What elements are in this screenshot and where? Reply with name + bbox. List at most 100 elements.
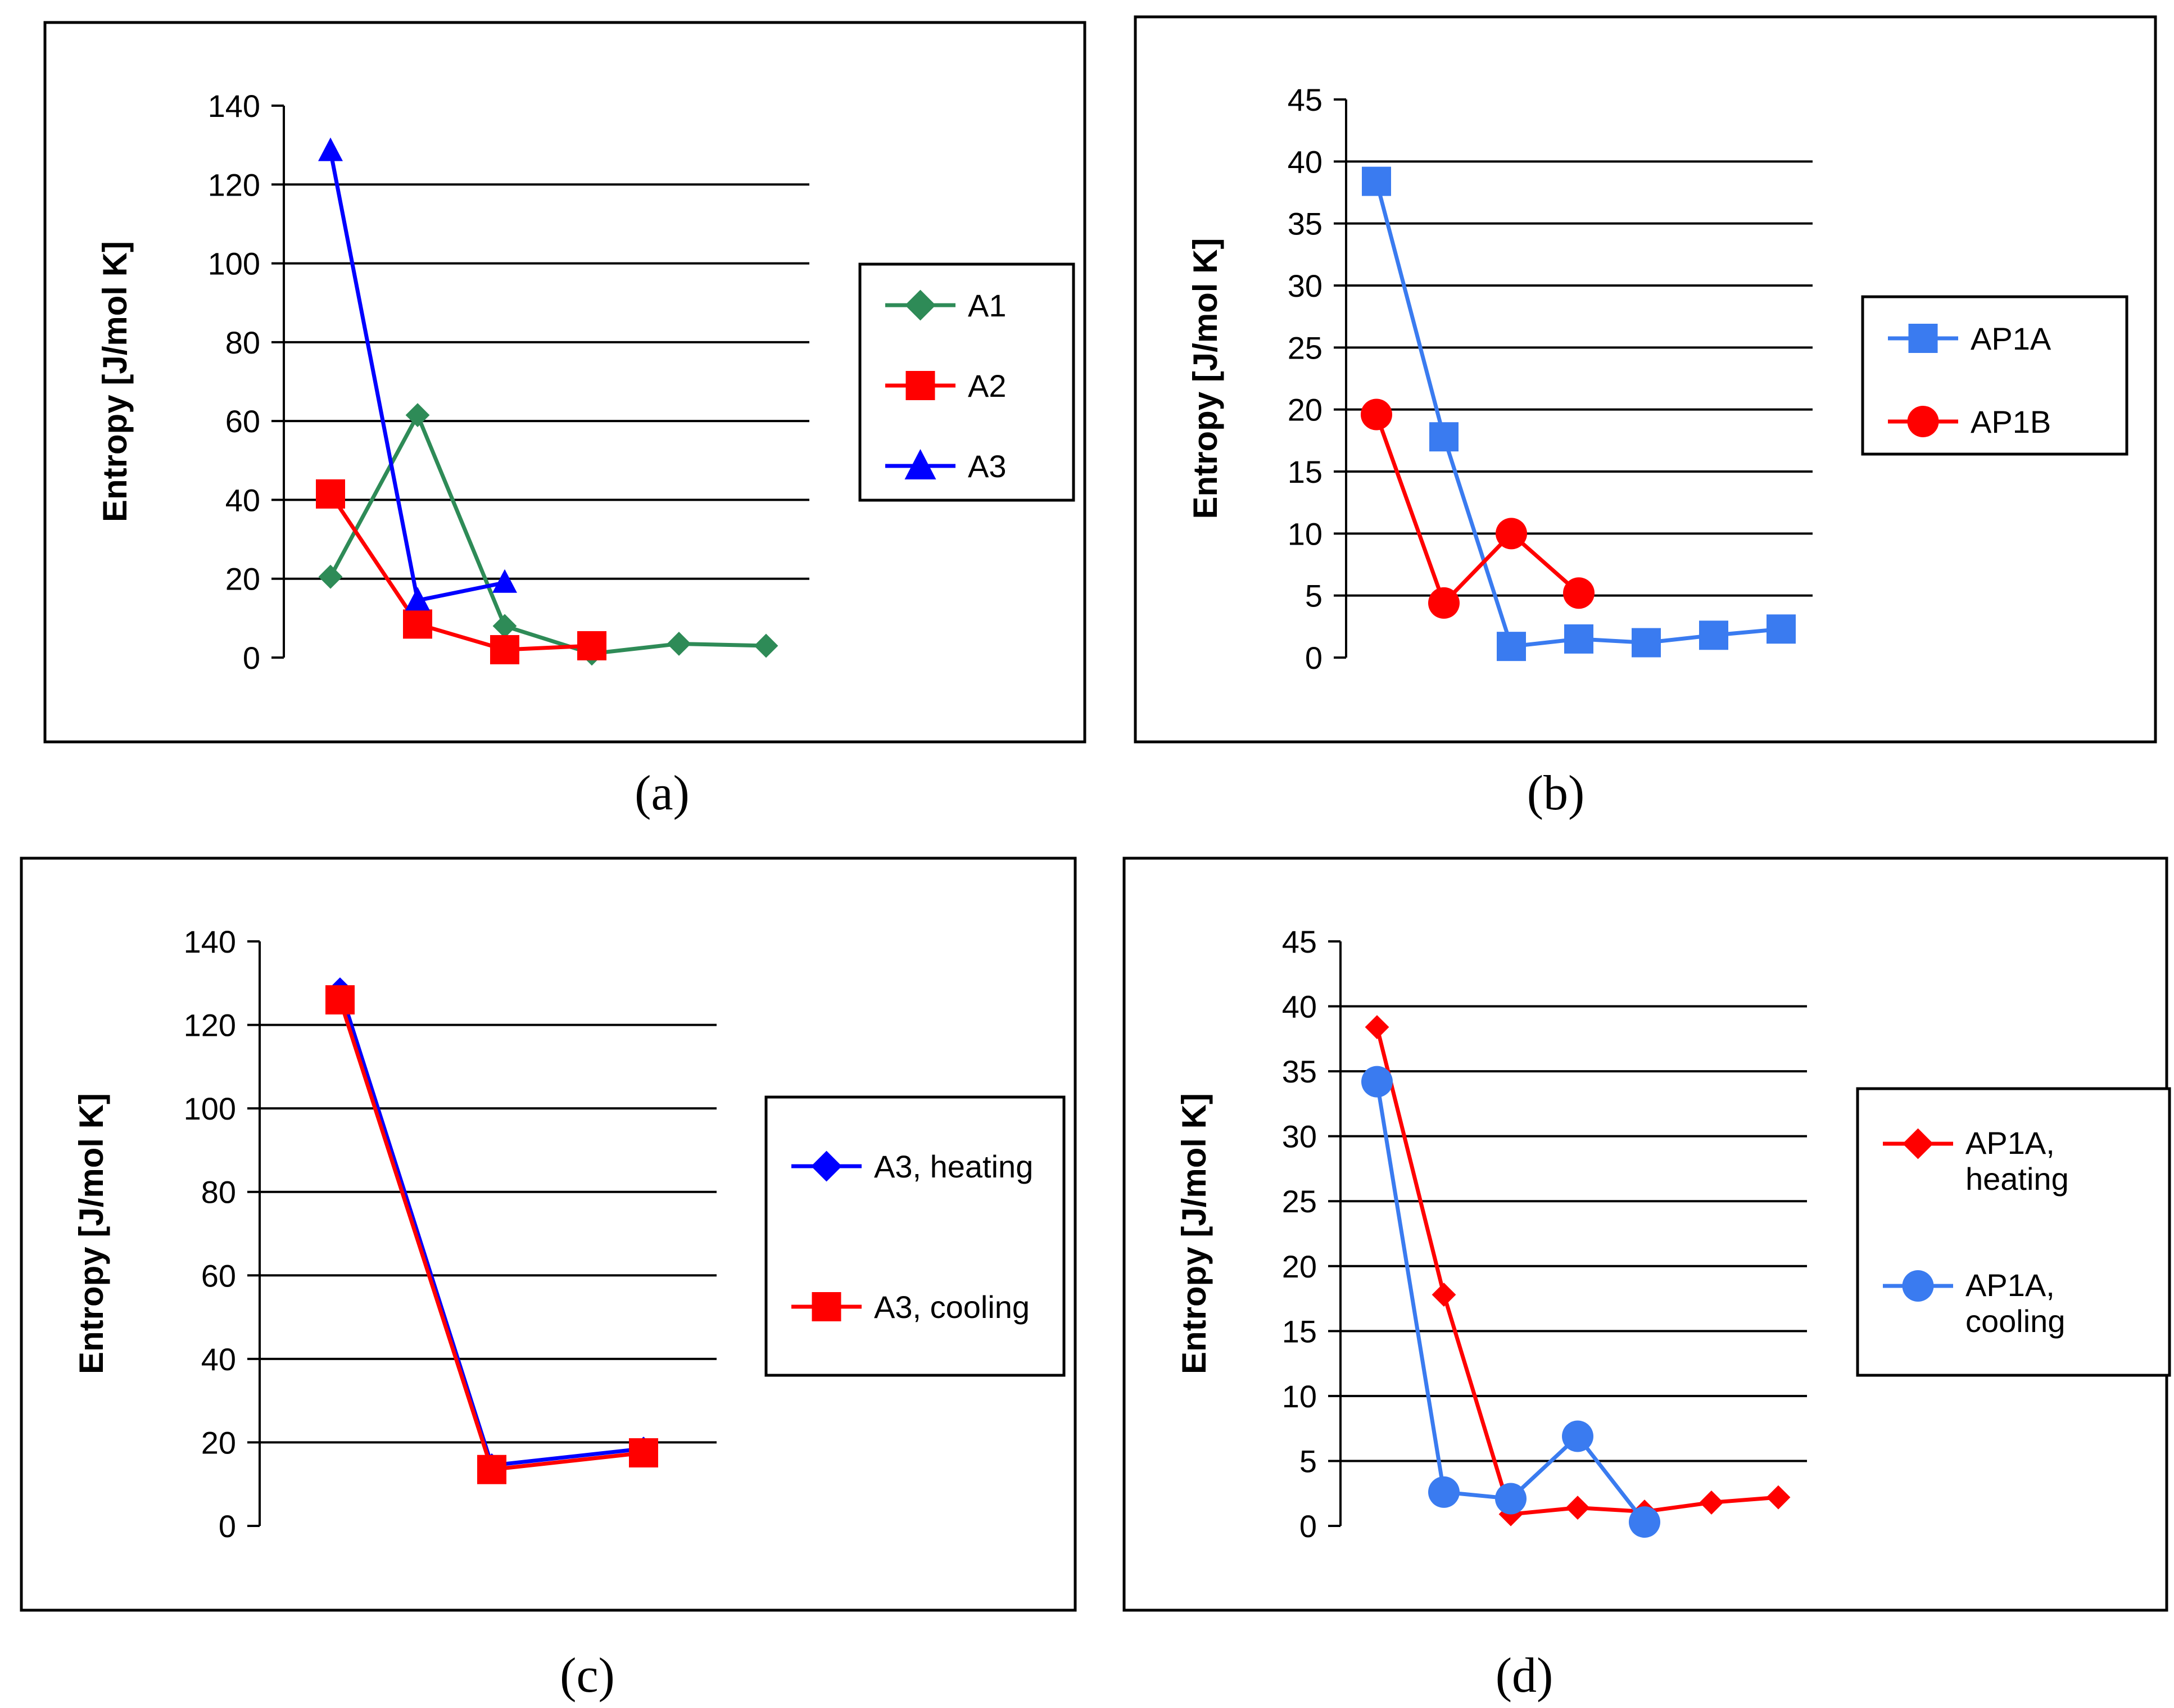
data-point — [405, 403, 430, 428]
data-point — [1362, 166, 1391, 196]
data-point — [403, 609, 432, 639]
y-tick-label: 0 — [1305, 640, 1322, 676]
legend-marker — [904, 449, 936, 479]
y-tick-label: 15 — [1288, 454, 1322, 490]
y-tick-label: 30 — [1288, 268, 1322, 303]
legend-marker — [1908, 324, 1938, 353]
data-point — [1428, 1476, 1460, 1508]
legend-box — [1856, 1087, 2171, 1377]
legend-marker — [905, 289, 936, 321]
y-tick-label: 60 — [201, 1258, 236, 1293]
y-tick-label: 30 — [1282, 1119, 1317, 1154]
y-tick-label: 0 — [219, 1508, 236, 1544]
data-point — [1563, 577, 1595, 609]
data-point — [1767, 614, 1796, 644]
data-point — [1564, 624, 1593, 654]
data-point — [1699, 1490, 1724, 1515]
data-point — [1632, 628, 1661, 658]
legend-box — [764, 1095, 1066, 1377]
y-tick-label: 100 — [184, 1091, 236, 1126]
legend: AP1A, heating AP1A, cooling — [1856, 1087, 2171, 1377]
data-point — [1429, 422, 1459, 452]
legend-label: A3 — [968, 448, 1007, 484]
figure-caption-b: (b) — [1527, 766, 1585, 821]
data-point — [405, 587, 430, 611]
legend: A3, heating A3, cooling — [764, 1095, 1066, 1377]
y-axis-label: Entropy [J/mol K] — [1175, 1093, 1213, 1374]
y-tick-label: 10 — [1288, 516, 1322, 551]
data-point — [1766, 1485, 1791, 1510]
series-line-a1 — [328, 413, 767, 656]
chart-panel-d: 0 5 10 15 20 25 30 35 40 45 Entropy [J/mol K] AP1A,… — [1122, 857, 2171, 1612]
legend-marker — [812, 1292, 841, 1321]
data-point — [492, 569, 517, 593]
y-axis-label: Entropy [J/mol K] — [96, 241, 134, 522]
data-point — [667, 632, 691, 656]
data-point — [1428, 587, 1460, 619]
y-tick-label: 0 — [243, 640, 260, 676]
data-point — [629, 1438, 658, 1467]
data-point — [490, 635, 519, 664]
legend-label: A1 — [968, 288, 1007, 323]
legend-marker — [811, 1150, 842, 1182]
y-tick-label: 120 — [208, 167, 260, 202]
y-tick-label: 40 — [225, 482, 260, 518]
y-tick-label: 120 — [184, 1008, 236, 1043]
data-point — [754, 633, 778, 658]
data-point — [1432, 1283, 1456, 1307]
y-tick-label: 35 — [1288, 206, 1322, 242]
data-point — [1361, 398, 1392, 431]
y-tick-label: 15 — [1282, 1313, 1317, 1349]
legend-label: AP1A — [1971, 321, 2051, 356]
y-tick-label: 10 — [1282, 1379, 1317, 1414]
y-tick-label: 35 — [1282, 1054, 1317, 1089]
series-line-ap1b — [1374, 414, 1580, 605]
y-tick-label: 80 — [225, 325, 260, 360]
data-point — [1565, 1496, 1590, 1520]
y-tick-label: 20 — [201, 1425, 236, 1460]
y-tick-label: 80 — [201, 1175, 236, 1210]
legend: A1 A2 A3 — [858, 262, 1075, 502]
y-tick-label: 20 — [1288, 392, 1322, 428]
y-tick-label: 20 — [1282, 1249, 1317, 1284]
legend-marker — [905, 371, 935, 400]
figure-caption-d: (d) — [1496, 1648, 1553, 1703]
y-tick-label: 60 — [225, 404, 260, 439]
data-point — [477, 1455, 506, 1484]
data-point — [577, 631, 606, 660]
y-tick-label: 45 — [1288, 82, 1322, 117]
data-point — [318, 564, 343, 589]
y-tick-label: 100 — [208, 246, 260, 282]
y-tick-label: 40 — [1288, 144, 1322, 179]
y-tick-label: 40 — [1282, 989, 1317, 1025]
data-point — [316, 479, 345, 509]
y-axis-label: Entropy [J/mol K] — [73, 1093, 110, 1374]
legend-marker — [1902, 1270, 1934, 1302]
data-point — [1496, 518, 1527, 550]
y-tick-label: 20 — [225, 561, 260, 597]
data-point — [1361, 1066, 1393, 1098]
chart-panel-c: 0 20 40 60 80 100 120 140 Entropy [J/mol K] A3, h… — [20, 857, 1077, 1612]
y-tick-label: 25 — [1288, 330, 1322, 365]
series-line-a2 — [329, 492, 592, 652]
legend-label: AP1B — [1971, 404, 2051, 440]
legend-label: A2 — [968, 368, 1007, 404]
legend-label: AP1A, cooling — [1965, 1267, 2065, 1339]
y-tick-label: 5 — [1299, 1443, 1317, 1479]
data-point — [1699, 620, 1728, 650]
y-tick-label: 5 — [1305, 578, 1322, 614]
y-tick-label: 40 — [201, 1342, 236, 1377]
figure-caption-a: (a) — [635, 766, 690, 821]
data-point — [318, 137, 343, 161]
data-point — [325, 985, 355, 1014]
legend-label: A3, heating — [874, 1149, 1033, 1184]
legend-label: AP1A, heating — [1965, 1125, 2069, 1197]
y-tick-label: 25 — [1282, 1184, 1317, 1219]
legend-box — [858, 262, 1075, 502]
legend-box — [1861, 295, 2128, 456]
data-point — [1562, 1420, 1593, 1452]
data-point — [1365, 1015, 1389, 1039]
legend-marker — [1903, 1128, 1933, 1159]
